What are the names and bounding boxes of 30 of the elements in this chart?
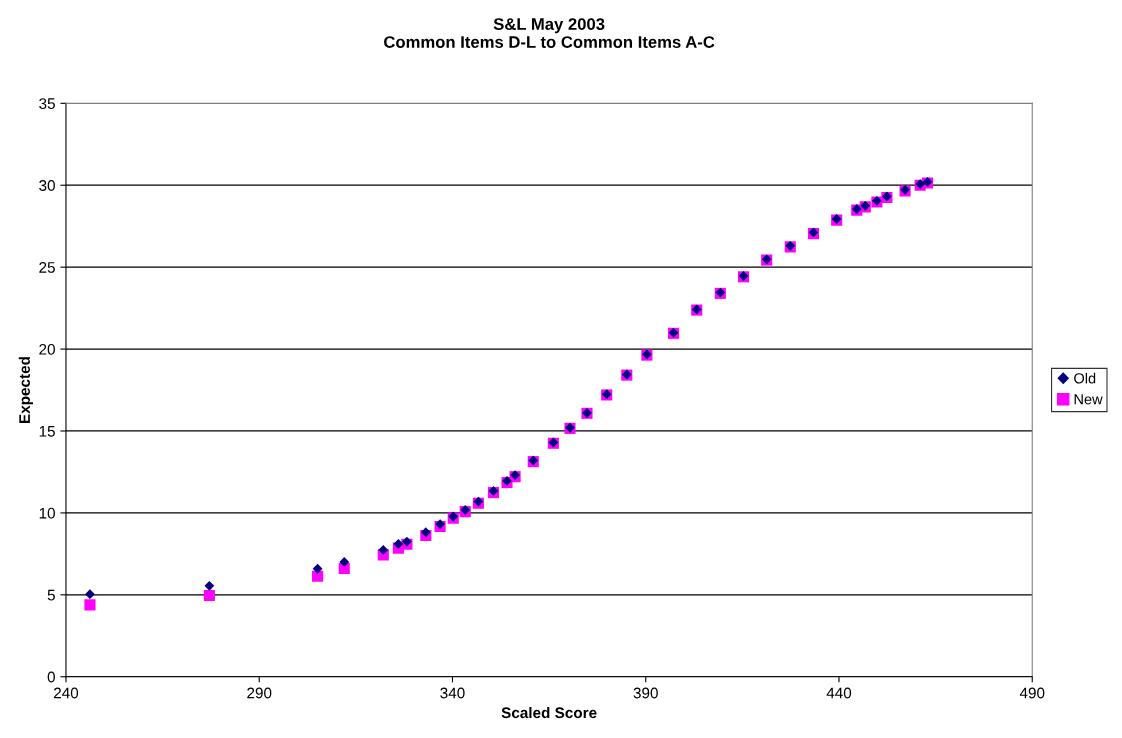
x-tick-label: 240 xyxy=(54,687,79,699)
x-axis-title: Scaled Score xyxy=(501,706,597,719)
x-tick-label: 290 xyxy=(247,687,272,699)
point xyxy=(312,570,324,582)
point xyxy=(312,563,323,574)
point xyxy=(420,527,431,538)
y-tick-label: 20 xyxy=(39,343,55,355)
y-tick-label: 0 xyxy=(47,671,55,683)
x-tick-label: 390 xyxy=(633,687,658,699)
legend-label: Old xyxy=(1074,372,1096,384)
y-tick-label: 30 xyxy=(39,180,55,191)
y-tick-label: 5 xyxy=(47,589,55,601)
point xyxy=(204,580,215,591)
point xyxy=(435,519,446,529)
x-tick-label: 440 xyxy=(826,687,852,699)
x-tick-label: 340 xyxy=(440,687,465,699)
point xyxy=(85,589,95,600)
y-tick-label: 35 xyxy=(39,98,55,110)
y-tick-label: 10 xyxy=(39,507,55,519)
y-axis-title: Expected xyxy=(18,357,34,423)
point xyxy=(393,538,404,549)
legend-label: New xyxy=(1074,394,1103,405)
point xyxy=(339,556,350,567)
chart-title: S&L May 2003 Common Items D-L to Common Items A-C xyxy=(384,18,715,48)
point xyxy=(378,545,389,555)
point xyxy=(84,599,96,611)
x-tick-label: 490 xyxy=(1019,687,1045,699)
y-tick-label: 25 xyxy=(39,262,55,273)
point xyxy=(203,589,215,602)
y-tick-label: 15 xyxy=(39,426,55,437)
